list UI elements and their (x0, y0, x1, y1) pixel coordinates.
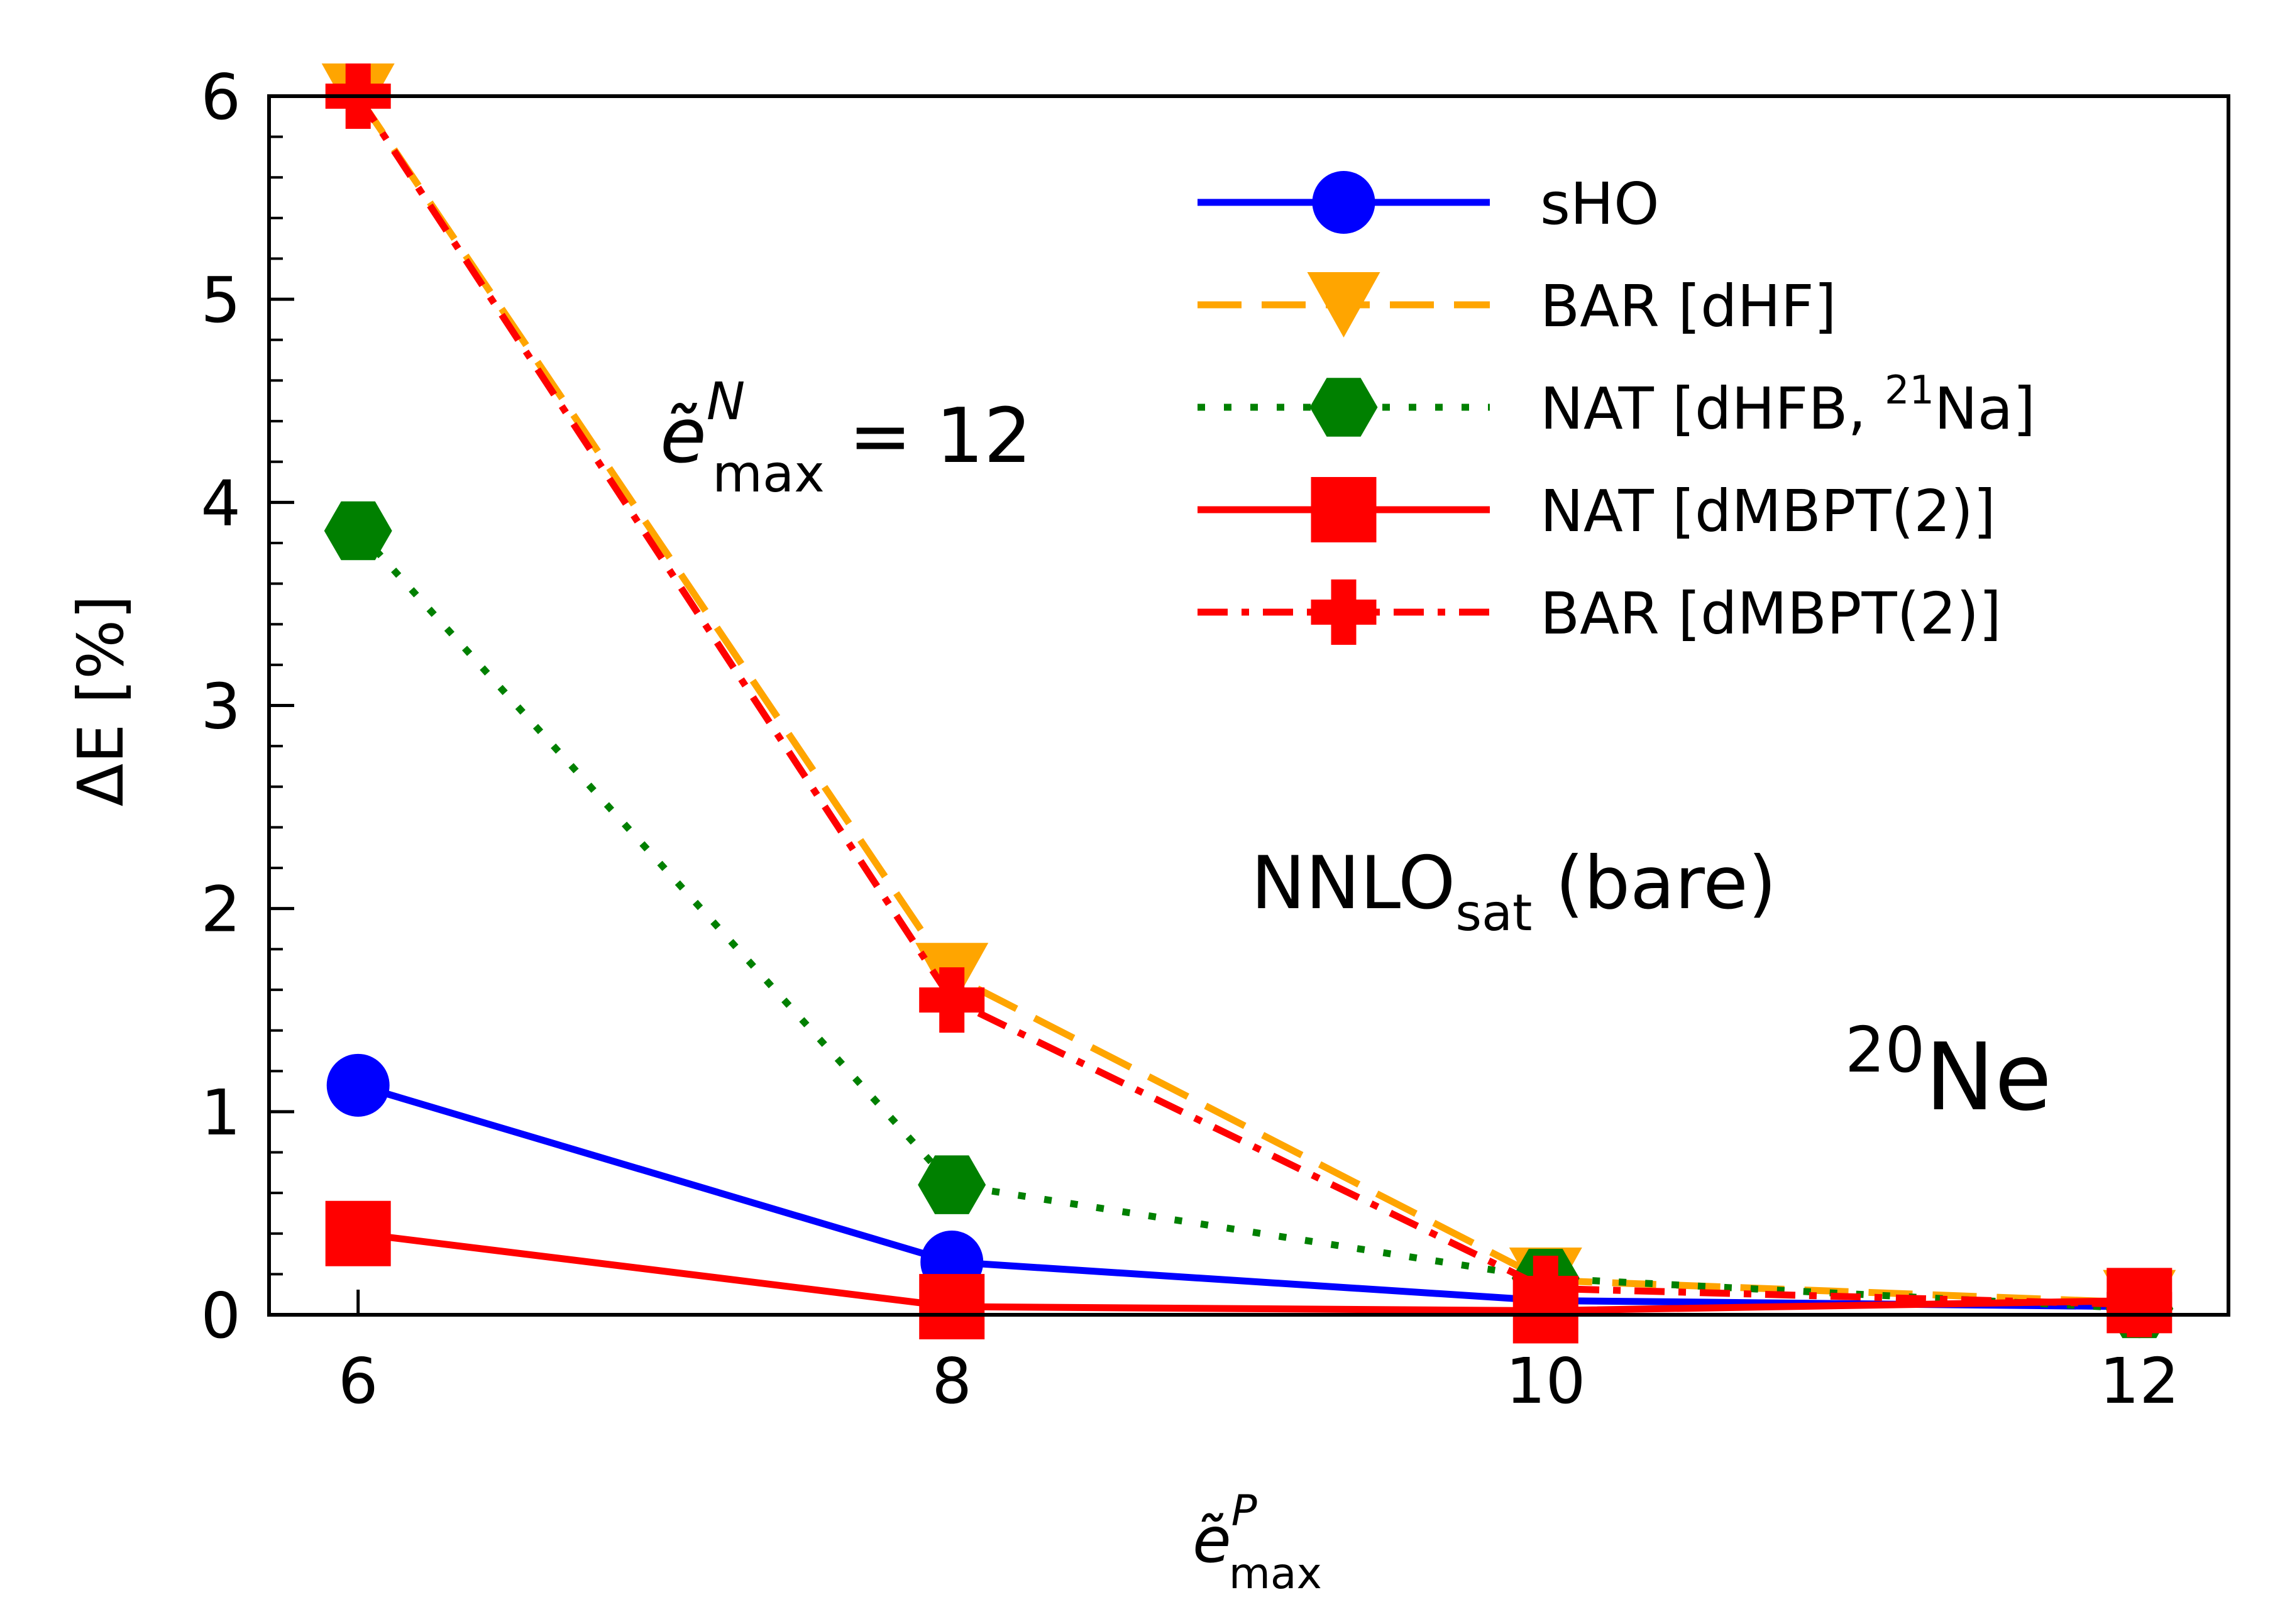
legend-marker (1312, 171, 1375, 234)
legend-entry-3: NAT [dMBPT(2)] (1198, 477, 1996, 545)
x-tick-label: 6 (338, 1344, 378, 1418)
y-tick-label: 1 (201, 1076, 241, 1149)
y-tick-label: 2 (201, 873, 241, 946)
plot-frame (267, 94, 2230, 1317)
legend-entry-2: NAT [dHFB, 21Na] (1198, 367, 2035, 442)
legend-label: sHO (1540, 170, 1660, 238)
legend-entry-1: BAR [dHF] (1198, 272, 1837, 340)
data-point (918, 1155, 986, 1214)
y-tick-label: 0 (201, 1279, 241, 1352)
legend-entry-4: BAR [dMBPT(2)] (1198, 579, 2002, 647)
x-axis-label: ẽP max (1192, 1486, 1322, 1599)
y-tick-label: 4 (201, 466, 241, 540)
data-point (1512, 1256, 1578, 1321)
legend-label: NAT [dMBPT(2)] (1540, 478, 1996, 545)
annotation-emax-n: ẽN max = 12 (660, 372, 1032, 504)
legend: sHO BAR [dHF] NAT [dHFB, 21Na] NAT [dMBPT(2… (1198, 170, 2035, 647)
data-point (326, 1053, 390, 1117)
x-tick-label: 12 (2100, 1344, 2179, 1418)
data-point (919, 967, 985, 1033)
data-point (919, 1274, 985, 1340)
data-point (324, 501, 392, 561)
data-point (2107, 1271, 2173, 1337)
annotation-interaction: NNLOsat (bare) (1251, 841, 1776, 942)
x-tick-label: 10 (1506, 1344, 1585, 1418)
series-line (355, 94, 2140, 1309)
data-point (325, 1200, 391, 1266)
legend-label: BAR [dHF] (1540, 273, 1837, 340)
series-line (358, 1230, 2140, 1315)
series-3 (325, 1200, 2173, 1344)
legend-marker (1311, 477, 1377, 542)
series-line (355, 94, 2140, 1307)
y-axis-label: ΔE [%] (64, 595, 138, 806)
legend-label: BAR [dMBPT(2)] (1540, 580, 2002, 647)
annotation-nucleus: 20Ne (1845, 1013, 2052, 1131)
y-tick-label: 6 (201, 60, 241, 134)
legend-marker (1309, 378, 1378, 437)
legend-entry-0: sHO (1198, 170, 1660, 238)
y-tick-label: 5 (201, 263, 241, 337)
legend-marker (1311, 579, 1377, 645)
legend-marker (1307, 272, 1380, 337)
y-tick-label: 3 (201, 670, 241, 743)
x-tick-label: 8 (932, 1344, 972, 1418)
legend-label: NAT [dHFB, 21Na] (1540, 367, 2035, 442)
